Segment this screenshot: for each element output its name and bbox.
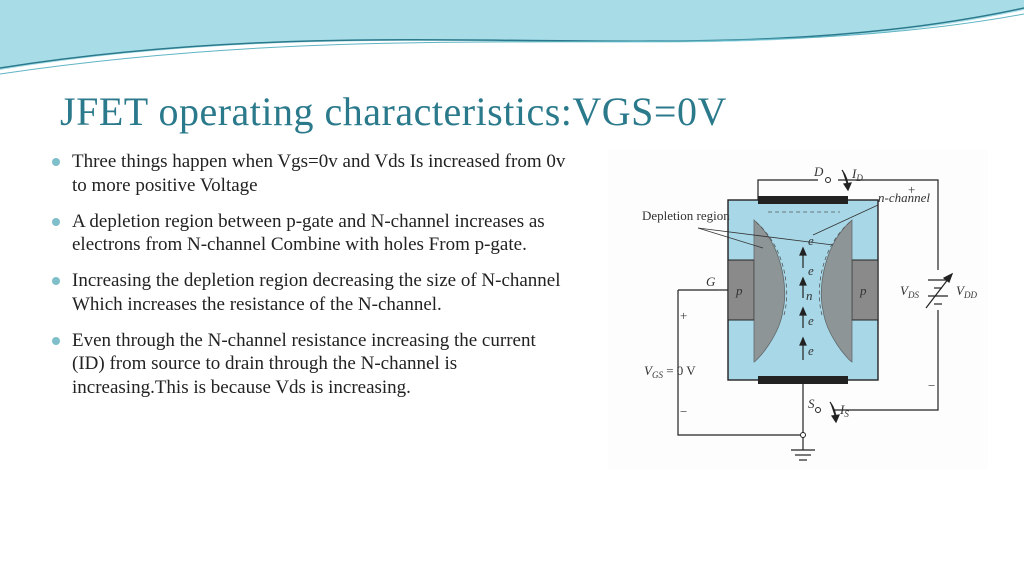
label-minus: − — [928, 378, 935, 393]
label-e: e — [808, 343, 814, 358]
label-plus: + — [908, 182, 915, 197]
label-e: e — [808, 233, 814, 248]
label-vds: VDS — [900, 283, 919, 300]
list-item: Three things happen when Vgs=0v and Vds … — [48, 150, 568, 198]
label-is: IS — [839, 402, 849, 419]
decorative-wave — [0, 0, 1024, 90]
bullet-list: Three things happen when Vgs=0v and Vds … — [48, 150, 568, 400]
label-G: G — [706, 274, 716, 289]
label-p-left: p — [735, 283, 743, 298]
list-item: Even through the N-channel resistance in… — [48, 329, 568, 400]
list-item: Increasing the depletion region decreasi… — [48, 269, 568, 317]
label-nchannel: n-channel — [878, 190, 930, 205]
label-vdd: VDD — [956, 283, 977, 300]
label-vgs: VGS = 0 V — [644, 363, 696, 380]
slide-title: JFET operating characteristics:VGS=0V — [60, 88, 984, 135]
label-depletion-1: Depletion region — [642, 208, 730, 223]
label-p-right: p — [859, 283, 867, 298]
label-e: e — [808, 263, 814, 278]
label-D: D — [813, 164, 824, 179]
label-plus: + — [680, 308, 687, 323]
list-item: A depletion region between p-gate and N-… — [48, 210, 568, 258]
bullet-list-container: Three things happen when Vgs=0v and Vds … — [48, 150, 568, 412]
jfet-diagram: Depletion region n-channel D G S p p n e… — [608, 150, 988, 470]
label-S: S — [808, 396, 815, 411]
label-minus: − — [680, 404, 687, 419]
label-id: ID — [851, 166, 863, 183]
label-e: e — [808, 313, 814, 328]
label-n: n — [806, 288, 813, 303]
